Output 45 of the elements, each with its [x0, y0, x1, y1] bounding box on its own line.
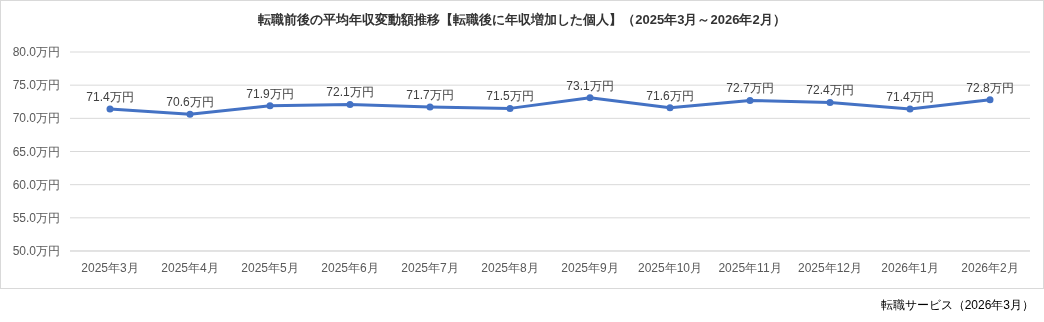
point — [826, 98, 834, 106]
data-label: 72.4万円 — [806, 83, 854, 98]
x-tick-label: 2025年8月 — [481, 261, 539, 275]
point — [106, 105, 114, 113]
x-tick-label: 2025年12月 — [797, 261, 863, 275]
data-label: 73.1万円 — [566, 78, 614, 93]
point — [506, 104, 514, 112]
chart-title: 転職前後の平均年収変動額推移【転職後に年収増加した個人】（2025年3月～2026年2月） — [257, 12, 786, 27]
y-tick-label: 50.0万円 — [12, 244, 60, 258]
x-tick-label: 2025年11月 — [718, 261, 782, 275]
data-label: 71.9万円 — [246, 86, 294, 101]
point — [986, 96, 994, 104]
x-tick-label: 2026年2月 — [961, 261, 1019, 275]
y-tick-label: 65.0万円 — [12, 144, 60, 159]
x-tick-label: 2026年1月 — [881, 261, 939, 275]
point — [666, 104, 674, 112]
y-tick-label: 55.0万円 — [12, 210, 60, 225]
data-label: 71.7万円 — [406, 88, 454, 103]
text: 転職サービス（2026年3月） — [880, 298, 1034, 312]
x-tick-label: 2025年4月 — [161, 261, 219, 275]
x-tick-label: 2025年7月 — [401, 261, 459, 275]
x-tick-label: 2025年9月 — [561, 261, 619, 275]
point — [346, 100, 354, 108]
y-tick-label: 70.0万円 — [12, 111, 60, 126]
point — [426, 103, 434, 111]
data-label: 71.6万円 — [646, 88, 694, 103]
point — [906, 105, 914, 113]
point — [586, 94, 594, 102]
data-label: 71.5万円 — [486, 89, 534, 104]
data-label: 70.6万円 — [166, 95, 214, 110]
data-label: 71.4万円 — [886, 90, 934, 105]
x-tick-label: 2025年3月 — [81, 261, 139, 275]
point — [266, 102, 274, 110]
point — [746, 96, 754, 104]
y-tick-label: 80.0万円 — [12, 45, 60, 59]
x-tick-label: 2025年10月 — [637, 261, 703, 275]
y-tick-label: 75.0万円 — [12, 78, 60, 93]
y-tick-label: 60.0万円 — [12, 177, 60, 192]
x-tick-label: 2025年6月 — [321, 261, 379, 275]
point — [186, 110, 194, 118]
data-label: 72.8万円 — [966, 80, 1014, 95]
data-label: 72.7万円 — [726, 81, 774, 96]
data-label: 71.4万円 — [86, 90, 134, 105]
x-tick-label: 2025年5月 — [241, 261, 299, 275]
data-label: 72.1万円 — [326, 85, 374, 100]
